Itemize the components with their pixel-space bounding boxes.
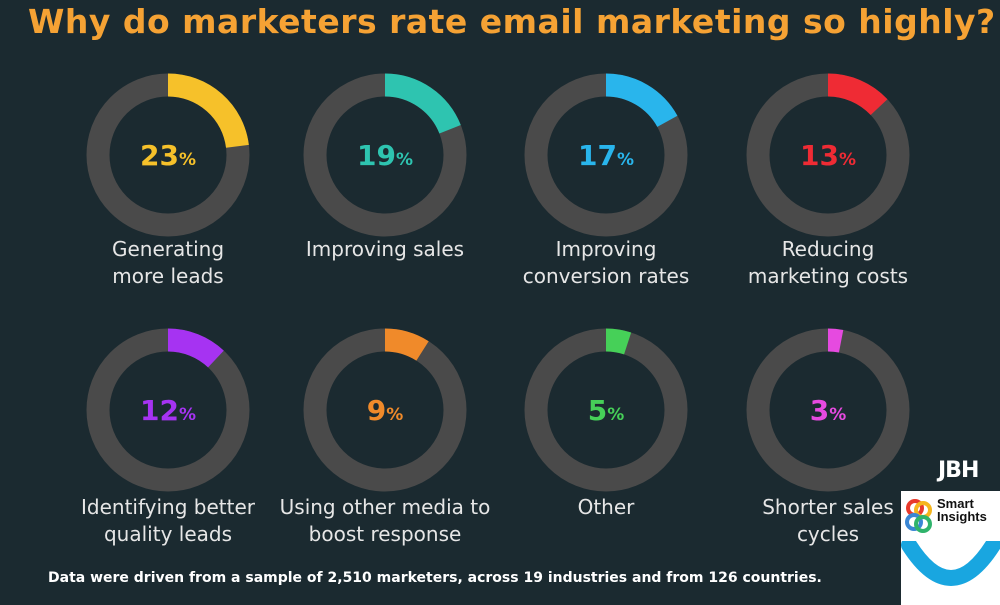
donut-segment — [746, 328, 910, 492]
smile-icon — [901, 541, 1000, 586]
donut-segment — [303, 73, 467, 237]
donut-segment — [746, 73, 910, 237]
donut-segment — [86, 328, 250, 492]
donut-category-label: Improving sales — [305, 237, 465, 261]
donut-category-label: Other — [577, 495, 635, 519]
smart-insights-wordmark: Smart Insights — [937, 496, 987, 524]
donut-value-label: 17% — [578, 139, 634, 172]
donut-category-label: Using other media to boost response — [279, 495, 491, 546]
jbh-logo: JBH — [938, 458, 979, 483]
donut-value-label: 23% — [140, 139, 196, 172]
donut-value-label: 5% — [588, 394, 625, 427]
donut-value-label: 12% — [140, 394, 196, 427]
donut-value-label: 9% — [367, 394, 404, 427]
smart-insights-mark-icon — [905, 499, 932, 533]
footnote: Data were driven from a sample of 2,510 … — [48, 570, 822, 586]
donut-value-label: 13% — [800, 139, 856, 172]
donut-segment — [524, 328, 688, 492]
donut-segment — [303, 328, 467, 492]
donut-category-label: Reducing marketing costs — [747, 237, 909, 288]
donut-value-label: 19% — [357, 139, 413, 172]
donut-segment — [86, 73, 250, 237]
donut-category-label: Improving conversion rates — [522, 237, 690, 288]
smart-insights-logo: Smart Insights — [901, 491, 1000, 605]
chart-title: Why do marketers rate email marketing so… — [28, 2, 996, 41]
donut-category-label: Shorter sales cycles — [762, 495, 894, 546]
donut-value-label: 3% — [810, 394, 847, 427]
donut-category-label: Generating more leads — [111, 237, 225, 288]
donut-segment — [524, 73, 688, 237]
donut-category-label: Identifying better quality leads — [81, 495, 255, 546]
